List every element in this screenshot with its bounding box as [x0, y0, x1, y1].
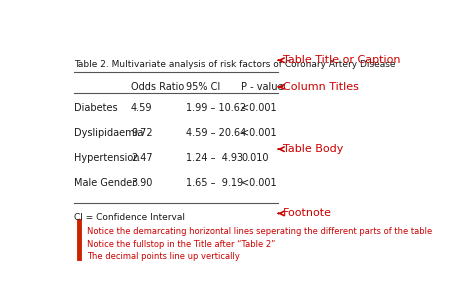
Text: 4.59: 4.59	[131, 103, 152, 113]
Text: Table 2. Multivariate analysis of risk factors of Coronary Artery Disease: Table 2. Multivariate analysis of risk f…	[74, 60, 395, 69]
Text: CI = Confidence Interval: CI = Confidence Interval	[74, 213, 185, 222]
Text: 4.59 – 20.64: 4.59 – 20.64	[186, 128, 246, 138]
Text: Column Titles: Column Titles	[283, 82, 359, 92]
Text: 1.24 –  4.93: 1.24 – 4.93	[186, 153, 243, 163]
Text: Notice the demarcating horizontal lines seperating the different parts of the ta: Notice the demarcating horizontal lines …	[87, 226, 432, 236]
Text: 1.65 –  9.19: 1.65 – 9.19	[186, 178, 243, 188]
Text: 3.90: 3.90	[131, 178, 152, 188]
Text: 1.99 – 10.62: 1.99 – 10.62	[186, 103, 246, 113]
Text: Table Title or Caption: Table Title or Caption	[283, 55, 401, 65]
Text: Male Gender: Male Gender	[74, 178, 136, 188]
Text: Dyslipidaemia: Dyslipidaemia	[74, 128, 143, 138]
Text: P - value: P - value	[241, 82, 283, 92]
Text: Footnote: Footnote	[283, 208, 332, 218]
Text: Diabetes: Diabetes	[74, 103, 118, 113]
Text: <0.001: <0.001	[241, 128, 277, 138]
Text: <0.001: <0.001	[241, 178, 277, 188]
Text: Hypertension: Hypertension	[74, 153, 139, 163]
Text: 0.010: 0.010	[241, 153, 269, 163]
Text: The decimal points line up vertically: The decimal points line up vertically	[87, 252, 240, 261]
Text: 95% CI: 95% CI	[186, 82, 220, 92]
Text: Table Body: Table Body	[283, 144, 344, 154]
Text: Notice the fullstop in the Title after “Table 2”: Notice the fullstop in the Title after “…	[87, 240, 275, 249]
Text: 2.47: 2.47	[131, 153, 153, 163]
Text: <0.001: <0.001	[241, 103, 277, 113]
Text: 9.72: 9.72	[131, 128, 153, 138]
Text: Odds Ratio: Odds Ratio	[131, 82, 184, 92]
